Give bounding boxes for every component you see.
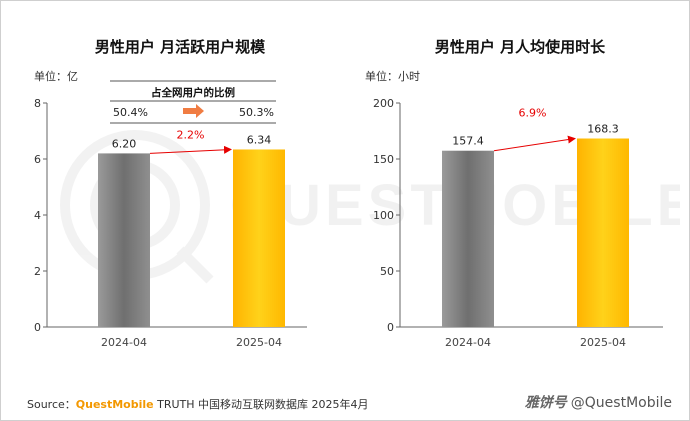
y-tick-label: 0 xyxy=(387,321,394,334)
x-tick-label: 2024-04 xyxy=(101,336,147,349)
x-tick-label: 2025-04 xyxy=(580,336,626,349)
credit-logo: 雅饼号 xyxy=(524,395,567,411)
y-tick-label: 6 xyxy=(34,153,41,166)
bar-value-label: 168.3 xyxy=(587,123,619,136)
x-tick-label: 2024-04 xyxy=(445,336,491,349)
y-tick-label: 200 xyxy=(373,97,394,110)
bar-value-label: 157.4 xyxy=(452,135,484,148)
bar-2024-04 xyxy=(98,153,150,327)
unit-label: 单位：小时 xyxy=(365,69,420,83)
growth-rate-label: 2.2% xyxy=(177,128,205,141)
y-tick-label: 8 xyxy=(34,97,41,110)
y-tick-label: 50 xyxy=(380,265,394,278)
bar-2025-04 xyxy=(577,138,629,327)
y-tick-label: 150 xyxy=(373,153,394,166)
bar-value-label: 6.20 xyxy=(112,137,137,150)
unit-label: 单位：亿 xyxy=(34,69,78,83)
credit: 雅饼号 @QuestMobile xyxy=(525,392,672,412)
source-note: Source：QuestMobile TRUTH 中国移动互联网数据库 2025… xyxy=(27,396,369,412)
bar-2024-04 xyxy=(442,150,494,327)
ratio-value-2025: 50.3% xyxy=(239,106,274,119)
source-prefix: Source： xyxy=(27,398,76,411)
y-tick-label: 4 xyxy=(34,209,41,222)
bar-2025-04 xyxy=(233,149,285,327)
chart-title: 男性用户 月人均使用时长 xyxy=(435,38,606,56)
ratio-value-2024: 50.4% xyxy=(113,106,148,119)
orange-arrow-icon xyxy=(183,104,204,118)
source-rest: TRUTH 中国移动互联网数据库 2025年4月 xyxy=(153,398,369,411)
y-tick-label: 100 xyxy=(373,209,394,222)
chart-title: 男性用户 月活跃用户规模 xyxy=(95,38,266,56)
growth-rate-label: 6.9% xyxy=(519,107,547,120)
ratio-box-title: 占全网用户的比例 xyxy=(151,86,235,99)
growth-arrow xyxy=(149,145,232,154)
source-brand: QuestMobile xyxy=(75,398,154,411)
x-tick-label: 2025-04 xyxy=(236,336,282,349)
credit-handle: @QuestMobile xyxy=(570,395,672,411)
y-tick-label: 2 xyxy=(34,265,41,278)
y-tick-label: 0 xyxy=(34,321,41,334)
growth-arrow xyxy=(493,135,576,152)
bar-value-label: 6.34 xyxy=(247,133,272,146)
